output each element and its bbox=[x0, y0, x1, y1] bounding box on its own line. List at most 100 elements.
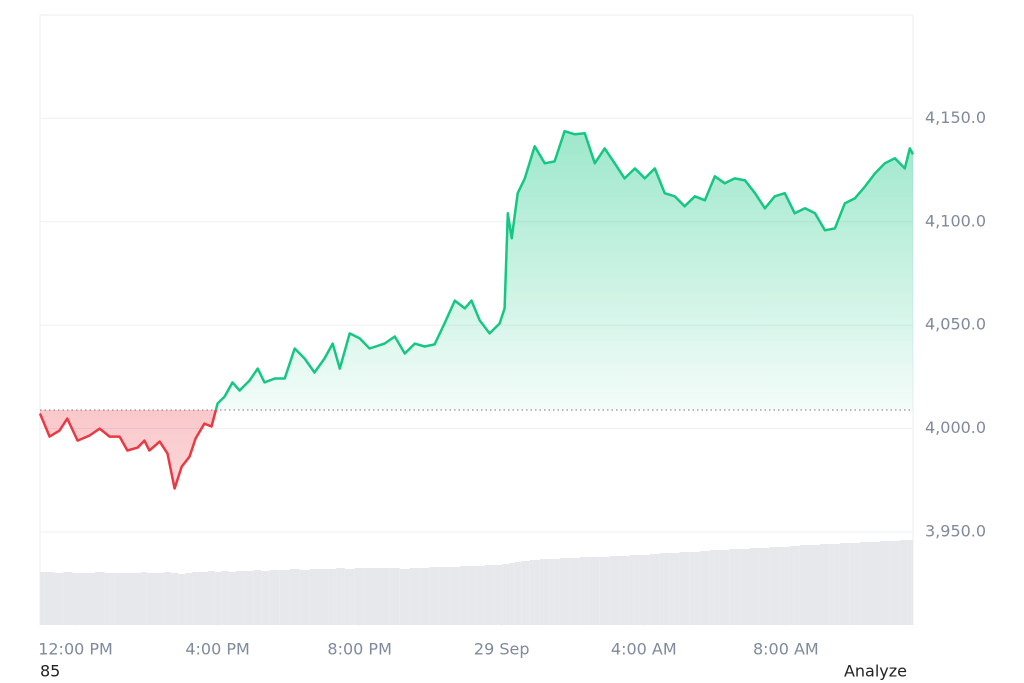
volume-bar bbox=[200, 572, 208, 625]
volume-bar bbox=[502, 564, 507, 625]
volume-bar bbox=[799, 545, 811, 625]
volume-bar bbox=[344, 569, 355, 625]
volume-bar bbox=[354, 568, 365, 625]
volume-bar bbox=[659, 553, 670, 625]
volume-bar bbox=[44, 572, 55, 625]
volume-bar bbox=[484, 565, 495, 625]
volume-bar bbox=[221, 571, 229, 625]
volume-bar bbox=[849, 543, 860, 625]
volume-bar bbox=[549, 559, 560, 625]
volume-bar bbox=[328, 569, 337, 625]
volume-bar bbox=[879, 541, 890, 625]
y-tick-label: 4,100.0 bbox=[925, 211, 986, 230]
volume-bar bbox=[171, 573, 179, 625]
volume-bar bbox=[459, 566, 469, 625]
volume-bar bbox=[244, 571, 254, 625]
x-tick-label: 4:00 PM bbox=[185, 640, 249, 659]
volume-bar bbox=[506, 564, 510, 625]
y-tick-label: 4,050.0 bbox=[925, 315, 986, 334]
volume-bar bbox=[494, 565, 503, 625]
volume-bar bbox=[779, 547, 790, 625]
volume-bar bbox=[889, 541, 900, 625]
volume-bar bbox=[236, 571, 245, 625]
volume-bar bbox=[269, 570, 280, 625]
volume-bar bbox=[141, 572, 147, 625]
volume-bar bbox=[739, 549, 750, 625]
volume-bar bbox=[709, 550, 720, 625]
volume-bar bbox=[409, 568, 420, 625]
volume-bar bbox=[729, 549, 740, 625]
volume-bar bbox=[639, 555, 650, 625]
volume-bar bbox=[679, 552, 690, 625]
volume-bar bbox=[669, 553, 680, 625]
volume-bar bbox=[104, 573, 115, 625]
volume-bar bbox=[289, 569, 300, 625]
volume-bar bbox=[689, 552, 700, 625]
volume-bar bbox=[649, 554, 660, 625]
volume-bar bbox=[699, 551, 710, 625]
volume-bar bbox=[389, 568, 400, 625]
volume-bar bbox=[719, 550, 730, 625]
volume-bar bbox=[749, 548, 760, 625]
footer-right[interactable]: Analyze bbox=[844, 662, 907, 681]
volume-bar bbox=[63, 572, 73, 625]
volume-bar bbox=[514, 562, 522, 625]
volume-bar bbox=[529, 560, 540, 625]
footer-left: 85 bbox=[40, 662, 60, 681]
volume-bar bbox=[54, 573, 64, 625]
volume-bar bbox=[94, 572, 105, 625]
y-tick-label: 3,950.0 bbox=[925, 521, 986, 540]
volume-bar bbox=[132, 573, 142, 625]
x-tick-label: 29 Sep bbox=[474, 640, 530, 659]
x-tick-label: 4:00 AM bbox=[611, 640, 677, 659]
volume-bar bbox=[907, 540, 912, 625]
volume-bar bbox=[309, 569, 320, 625]
volume-bar bbox=[759, 548, 770, 625]
volume-bar bbox=[439, 567, 450, 625]
area bbox=[40, 131, 913, 489]
x-tick-label: 12:00 PM bbox=[38, 640, 113, 659]
volume-bar bbox=[509, 563, 515, 625]
volume-bar bbox=[839, 543, 850, 625]
volume-bar bbox=[377, 568, 390, 625]
volume-bar bbox=[146, 573, 155, 625]
volume-bar bbox=[911, 540, 913, 625]
volume-bar bbox=[83, 573, 95, 625]
volume-bar bbox=[599, 557, 610, 625]
volume-bar bbox=[279, 570, 290, 625]
volume-bar bbox=[899, 540, 908, 625]
x-tick-label: 8:00 PM bbox=[327, 640, 391, 659]
volume-bar bbox=[859, 542, 871, 625]
volume-bar bbox=[609, 556, 620, 625]
volume-bar bbox=[789, 546, 800, 625]
volume-bar bbox=[870, 542, 880, 625]
price-line bbox=[38, 129, 915, 490]
volume-bar bbox=[769, 547, 780, 625]
volume-bar bbox=[261, 571, 270, 625]
volume-bar bbox=[178, 574, 186, 625]
volume-bar bbox=[364, 568, 378, 625]
volume-bar bbox=[72, 573, 84, 625]
volume-bar bbox=[114, 573, 124, 625]
volume-bar bbox=[521, 561, 530, 625]
volume-bar bbox=[810, 545, 820, 625]
volume-bar bbox=[419, 568, 430, 625]
volume-bar bbox=[629, 555, 640, 625]
volume-bar bbox=[569, 558, 580, 625]
volume-bar bbox=[40, 572, 45, 625]
volume-bar bbox=[228, 572, 237, 625]
volume-bar bbox=[123, 573, 133, 625]
volume-bar bbox=[154, 573, 164, 625]
volume-bar bbox=[192, 572, 201, 625]
volume-bar bbox=[449, 567, 460, 625]
volume-bar bbox=[589, 557, 600, 625]
volume-bar bbox=[475, 566, 485, 625]
volume-bar bbox=[559, 558, 570, 625]
y-tick-label: 4,150.0 bbox=[925, 108, 986, 127]
volume-bar bbox=[253, 570, 262, 625]
x-tick-label: 8:00 AM bbox=[753, 640, 819, 659]
y-tick-label: 4,000.0 bbox=[925, 418, 986, 437]
volume-bar bbox=[468, 566, 476, 625]
volume-bar bbox=[619, 556, 630, 625]
